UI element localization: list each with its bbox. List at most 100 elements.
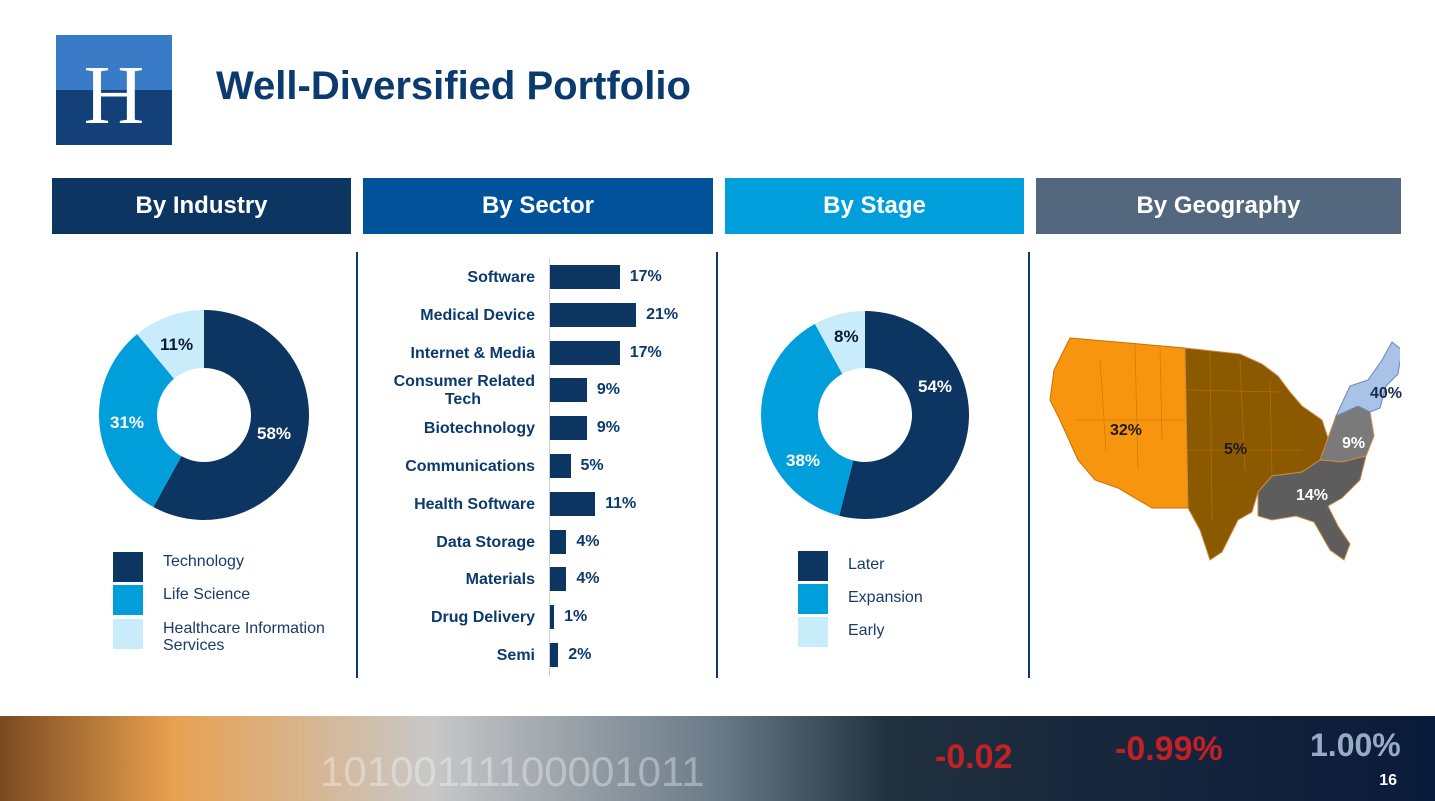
sector-category-label-line: Health Software bbox=[414, 495, 535, 513]
sector-value-label: 9% bbox=[596, 419, 621, 437]
stage-slice-1 bbox=[761, 323, 854, 516]
legend-swatch bbox=[113, 619, 143, 649]
sector-bar bbox=[550, 340, 620, 365]
sector-category-label: Biotechnology bbox=[355, 420, 535, 438]
stage-slice-2 bbox=[814, 311, 865, 374]
divider-3 bbox=[1028, 252, 1030, 678]
sector-category-label-line: Internet & Media bbox=[410, 344, 535, 362]
sector-category-label-line: Data Storage bbox=[436, 533, 535, 551]
footer-ticker-1: -0.02 bbox=[935, 738, 1013, 776]
stage-legend-expansion: Expansion bbox=[798, 584, 923, 614]
sector-value-label: 4% bbox=[576, 532, 600, 550]
sector-category-label: Communications bbox=[355, 458, 535, 476]
stage-slice-0 bbox=[839, 311, 969, 519]
sector-category-label: Semi bbox=[355, 647, 535, 665]
region-northeast bbox=[1334, 341, 1400, 418]
header-by-industry: By Industry bbox=[52, 178, 351, 234]
geo-label-mid-atlantic: 9% bbox=[1342, 435, 1366, 452]
industry-label-life-science: 31% bbox=[110, 413, 145, 432]
sector-bar bbox=[550, 605, 555, 630]
industry-slice-2 bbox=[137, 310, 204, 379]
us-geography-map bbox=[1049, 337, 1400, 561]
industry-legend-technology: Technology bbox=[113, 552, 244, 582]
header-by-geography: By Geography bbox=[1036, 178, 1401, 234]
sector-bar bbox=[550, 491, 596, 516]
stage-legend-early: Early bbox=[798, 617, 884, 647]
header-by-sector: By Sector bbox=[363, 178, 713, 234]
sector-category-label-line: Consumer Related bbox=[393, 373, 535, 391]
legend-label: Later bbox=[848, 556, 885, 573]
industry-slice-1 bbox=[98, 334, 182, 508]
sector-category-label: Drug Delivery bbox=[355, 609, 535, 627]
header-by-stage: By Stage bbox=[725, 178, 1024, 234]
sector-category-label: Consumer Related Tech bbox=[355, 373, 535, 409]
sector-category-label-line: Drug Delivery bbox=[430, 609, 535, 627]
sector-category-label: Internet & Media bbox=[355, 345, 535, 363]
stage-label-later: 54% bbox=[918, 377, 953, 396]
legend-swatch bbox=[798, 584, 828, 614]
sector-bar bbox=[550, 302, 637, 327]
industry-label-his: 11% bbox=[160, 335, 194, 354]
sector-category-label: Software bbox=[355, 269, 535, 287]
page-number: 16 bbox=[1379, 772, 1397, 789]
region-central bbox=[1184, 347, 1329, 561]
geo-label-central: 5% bbox=[1224, 441, 1248, 458]
sector-category-label: Medical Device bbox=[355, 307, 535, 325]
sector-category-label-line: Tech bbox=[444, 391, 481, 409]
industry-donut-chart bbox=[98, 310, 309, 520]
sector-value-label: 17% bbox=[629, 343, 662, 361]
geo-label-west: 32% bbox=[1110, 422, 1143, 439]
sector-bar bbox=[550, 416, 587, 441]
legend-label: Life Science bbox=[163, 586, 251, 603]
footer-ticker-3: 1.00% bbox=[1310, 727, 1401, 763]
stage-legend-later: Later bbox=[798, 551, 884, 581]
region-mid-atlantic bbox=[1319, 405, 1375, 463]
sector-value-label: 11% bbox=[605, 494, 637, 512]
sector-category-label-line: Medical Device bbox=[420, 306, 535, 324]
industry-slice-0 bbox=[153, 310, 309, 520]
stage-donut-chart bbox=[761, 311, 969, 519]
sector-value-label: 5% bbox=[580, 457, 604, 474]
sector-value-label: 1% bbox=[564, 608, 588, 626]
sector-bar bbox=[550, 567, 567, 592]
company-logo: H bbox=[56, 35, 172, 145]
divider-1 bbox=[356, 252, 358, 678]
sector-value-label: 9% bbox=[596, 381, 621, 399]
sector-category-label: Materials bbox=[355, 571, 535, 589]
sector-value-label: 2% bbox=[568, 646, 592, 663]
industry-legend-life-science: Life Science bbox=[113, 585, 250, 615]
footer-banner: 10100111100001011 -0.02 -0.99% 1.00% bbox=[0, 716, 1435, 801]
legend-label: Early bbox=[848, 622, 885, 639]
legend-label: Expansion bbox=[848, 589, 923, 606]
sector-category-label-line: Communications bbox=[405, 458, 535, 475]
divider-2 bbox=[716, 252, 718, 678]
legend-label: Healthcare Information Services bbox=[163, 620, 325, 654]
footer-binary: 10100111100001011 bbox=[320, 748, 705, 795]
industry-label-technology: 58% bbox=[257, 424, 292, 443]
sector-bar bbox=[550, 454, 571, 478]
legend-swatch bbox=[113, 552, 143, 582]
legend-label: Technology bbox=[163, 553, 244, 570]
sector-value-label: 4% bbox=[576, 570, 600, 588]
state-lines bbox=[1076, 344, 1302, 521]
industry-legend-his: Healthcare Information Services bbox=[113, 619, 343, 654]
sector-category-label-line: Software bbox=[467, 269, 535, 286]
geo-label-southeast: 14% bbox=[1296, 487, 1329, 504]
sector-value-label: 21% bbox=[646, 305, 679, 323]
sector-category-label-line: Semi bbox=[496, 647, 535, 664]
sector-bar bbox=[550, 643, 559, 667]
legend-swatch bbox=[798, 617, 828, 647]
sector-bar bbox=[550, 529, 567, 554]
legend-swatch bbox=[798, 551, 828, 581]
logo-letter: H bbox=[84, 49, 145, 142]
sector-bar bbox=[550, 265, 620, 289]
stage-label-early: 8% bbox=[834, 327, 859, 346]
geo-label-northeast: 40% bbox=[1370, 385, 1403, 402]
sector-value-label: 17% bbox=[629, 268, 662, 285]
sector-category-label: Data Storage bbox=[355, 534, 535, 552]
sector-bar bbox=[550, 378, 587, 403]
stage-label-expansion: 38% bbox=[786, 451, 821, 470]
footer-ticker-2: -0.99% bbox=[1115, 730, 1223, 768]
sector-category-label-line: Materials bbox=[465, 571, 535, 589]
legend-swatch bbox=[113, 585, 143, 615]
